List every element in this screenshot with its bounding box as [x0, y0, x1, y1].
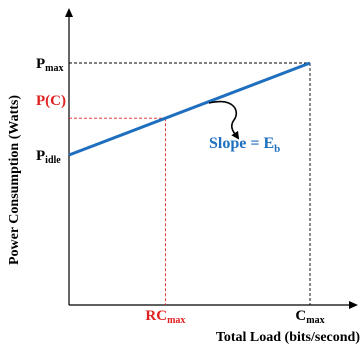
- y-tick-label: Pidle: [36, 148, 61, 166]
- slope-annotation: Slope = Eb: [209, 135, 280, 155]
- y-axis-label: Power Consumption (Watts): [7, 95, 22, 265]
- slope-annotation-arrow: [208, 100, 240, 140]
- series-line: [68, 61, 311, 157]
- x-tick-label: Cmax: [295, 308, 324, 326]
- x-axis-arrow-icon: [349, 301, 358, 309]
- y-tick-label: P(C): [36, 93, 66, 109]
- y-tick-labels: Pmax P(C) Pidle: [36, 56, 66, 166]
- y-tick-label: Pmax: [36, 56, 64, 74]
- x-tick-labels: RCmax Cmax: [145, 308, 324, 326]
- series-group: [68, 61, 311, 157]
- x-axis-label: Total Load (bits/second): [216, 330, 361, 345]
- y-axis-arrow-icon: [65, 8, 73, 17]
- guide-lines: [69, 62, 311, 305]
- x-tick-label: RCmax: [145, 308, 185, 326]
